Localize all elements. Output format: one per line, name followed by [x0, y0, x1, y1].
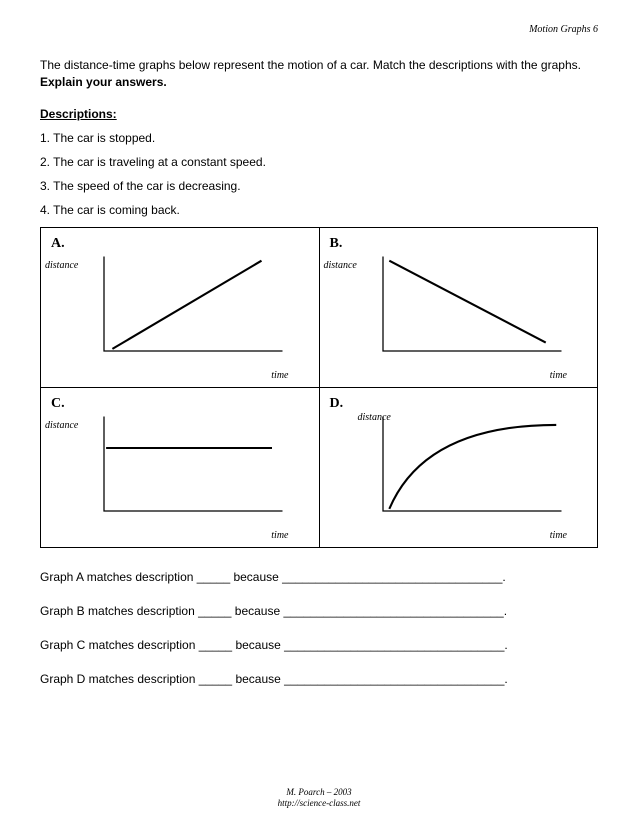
x-axis-label: time — [271, 370, 288, 381]
graph-a-plot — [83, 246, 293, 372]
x-axis-label: time — [550, 530, 567, 541]
descriptions-heading: Descriptions: — [40, 107, 598, 121]
graph-label: D. — [330, 396, 344, 411]
description-item: 1. The car is stopped. — [40, 131, 598, 145]
description-item: 4. The car is coming back. — [40, 203, 598, 217]
graph-c-plot — [83, 406, 293, 532]
axes — [383, 416, 562, 511]
data-line — [389, 260, 545, 342]
y-axis-label: distance — [45, 420, 78, 431]
graph-d-plot — [362, 406, 572, 532]
footer-author: M. Poarch – 2003 — [0, 787, 638, 799]
graph-label: B. — [330, 236, 343, 251]
x-axis-label: time — [271, 530, 288, 541]
graph-b-plot — [362, 246, 572, 372]
y-axis-label: distance — [324, 260, 357, 271]
answer-line: Graph A matches description _____ becaus… — [40, 570, 598, 584]
footer-url: http://science-class.net — [0, 798, 638, 810]
graph-cell-d: D. distance time — [319, 387, 598, 547]
graph-cell-c: C. distance time — [41, 387, 320, 547]
x-axis-label: time — [550, 370, 567, 381]
answer-line: Graph C matches description _____ becaus… — [40, 638, 598, 652]
graph-label: C. — [51, 396, 65, 411]
graph-cell-b: B. distance time — [319, 227, 598, 387]
intro-text: The distance-time graphs below represent… — [40, 57, 598, 91]
description-item: 3. The speed of the car is decreasing. — [40, 179, 598, 193]
page-footer: M. Poarch – 2003 http://science-class.ne… — [0, 787, 638, 810]
graph-cell-a: A. distance time — [41, 227, 320, 387]
description-item: 2. The car is traveling at a constant sp… — [40, 155, 598, 169]
y-axis-label: distance — [45, 260, 78, 271]
data-curve — [389, 424, 556, 508]
intro-part-a: The distance-time graphs below represent… — [40, 58, 581, 72]
data-line — [112, 260, 261, 348]
page-header: Motion Graphs 6 — [40, 24, 598, 35]
answer-line: Graph B matches description _____ becaus… — [40, 604, 598, 618]
intro-part-b: Explain your answers. — [40, 75, 167, 89]
answer-line: Graph D matches description _____ becaus… — [40, 672, 598, 686]
graph-label: A. — [51, 236, 65, 251]
graph-grid: A. distance time B. distance time C. dis… — [40, 227, 598, 548]
axes — [104, 416, 283, 511]
